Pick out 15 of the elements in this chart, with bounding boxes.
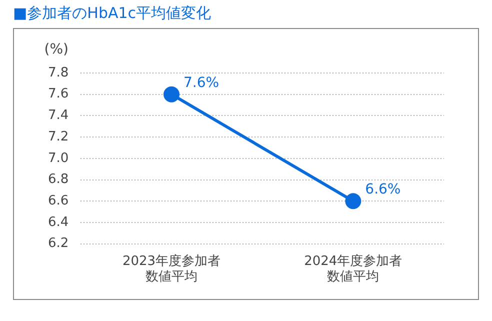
y-tick-label: 7.2 [48,129,69,144]
data-label: 7.6% [184,74,220,91]
y-tick-label: 6.8 [48,172,69,188]
y-tick-label: 6.6 [48,193,69,208]
y-tick-label: 7.8 [48,65,69,80]
y-tick-label: 7.6 [48,86,69,102]
y-tick-label: 7.0 [48,150,69,166]
x-tick-label: 2024年度参加者数値平均 [304,252,402,285]
y-axis-title: (%) [44,42,68,58]
y-tick-label: 6.2 [48,236,69,252]
data-label: 6.6% [365,182,401,198]
chart-title: ■参加者のHbA1c平均値変化 [13,4,212,23]
x-tick-label: 2023年度参加者数値平均 [122,252,221,285]
y-tick-label: 6.4 [48,214,69,230]
y-tick-label: 7.4 [48,108,69,124]
